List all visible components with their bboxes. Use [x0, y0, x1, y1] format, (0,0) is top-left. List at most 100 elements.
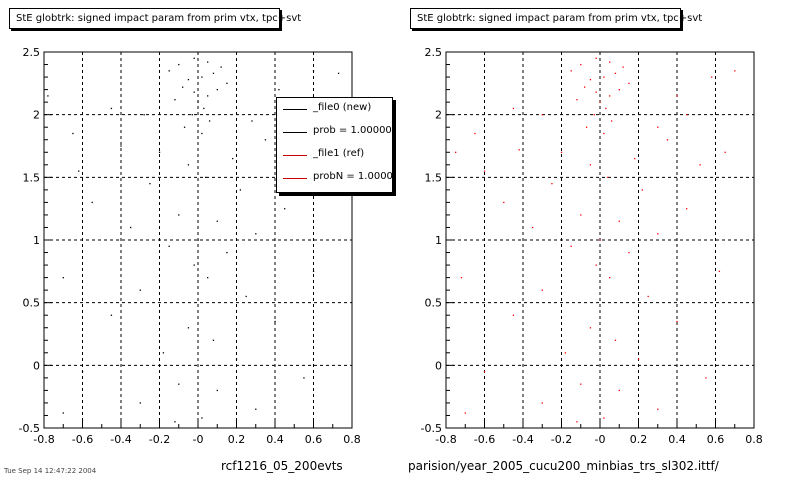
data-point [191, 114, 193, 116]
data-point [158, 151, 161, 153]
legend-line-file0 [283, 109, 307, 110]
legend-label-prob: prob = 1.000000 [313, 125, 393, 136]
data-point [193, 57, 195, 59]
legend-label-file1: _file1 (ref) [313, 148, 365, 159]
data-point [595, 57, 597, 59]
data-point [580, 383, 582, 385]
x-tick-label: 0.4 [668, 433, 686, 446]
data-point [226, 251, 228, 254]
data-point [512, 314, 515, 316]
data-point [178, 214, 180, 216]
y-tick-label: 1 [435, 234, 442, 247]
x-tick-label: 0.8 [343, 433, 361, 446]
data-point [570, 245, 572, 247]
data-point [174, 99, 176, 101]
data-point [599, 239, 601, 241]
date-stamp: Tue Sep 14 12:47:22 2004 [4, 467, 97, 475]
y-tick-label: -0.5 [421, 422, 442, 435]
data-point [168, 245, 170, 247]
y-tick-label: 1.5 [23, 171, 41, 184]
data-point [284, 208, 286, 210]
data-point [212, 339, 215, 341]
data-point [474, 132, 476, 135]
data-point [174, 421, 176, 423]
data-point [274, 320, 276, 323]
data-point [622, 66, 624, 68]
data-point [203, 107, 205, 110]
data-point [278, 89, 280, 91]
data-point [81, 371, 84, 373]
data-point [312, 70, 315, 72]
data-point [628, 82, 630, 85]
data-point [657, 126, 659, 128]
legend-line-file1 [283, 155, 307, 156]
data-point [686, 208, 688, 210]
data-point [503, 201, 505, 204]
y-tick-label: 1.5 [425, 171, 443, 184]
data-point [193, 91, 195, 93]
data-point [143, 114, 145, 116]
data-point [483, 170, 486, 172]
data-point [585, 126, 588, 128]
data-point [216, 220, 218, 222]
data-point [686, 114, 688, 116]
x-tick-label: -0.4 [512, 433, 533, 446]
legend-label-probn: probN = 1.000000 [313, 171, 393, 182]
legend-entry-prob: prob = 1.000000 [277, 121, 393, 143]
data-point [245, 295, 247, 298]
data-point [609, 61, 611, 63]
y-tick-label: 0.5 [425, 297, 443, 310]
data-point [541, 402, 543, 404]
data-point [62, 412, 64, 414]
data-point [197, 101, 199, 103]
x-tick-label: 0.2 [630, 433, 648, 446]
data-point [47, 95, 49, 97]
data-point [139, 289, 141, 291]
data-point [584, 86, 586, 88]
legend: _file0 (new) prob = 1.000000 _file1 (ref… [276, 97, 393, 193]
data-point [178, 383, 180, 385]
data-point [178, 63, 180, 66]
data-point [603, 417, 605, 419]
data-point [168, 70, 170, 72]
data-point [618, 389, 620, 392]
data-point [226, 82, 228, 85]
data-point [193, 264, 195, 266]
data-point [201, 132, 203, 135]
data-point [312, 270, 315, 273]
data-point [212, 72, 215, 75]
data-point [711, 76, 713, 78]
legend-entry-file0: _file0 (new) [277, 98, 392, 120]
y-tick-label: 0.5 [23, 297, 41, 310]
x-tick-label: 0.6 [707, 433, 725, 446]
x-tick-label: -0.8 [33, 433, 54, 446]
right-footer-label: parision/year_2005_cucu200_minbias_trs_s… [408, 459, 719, 473]
data-point [589, 164, 592, 166]
x-tick-label: -0.2 [551, 433, 572, 446]
data-point [551, 183, 553, 185]
right-plot-title: StE globtrk: signed impact param from pr… [410, 8, 702, 29]
data-point [208, 120, 211, 122]
data-point [207, 61, 209, 63]
data-point [614, 339, 617, 341]
data-point [628, 251, 630, 254]
y-tick-label: -0.5 [19, 422, 40, 435]
data-point [603, 76, 605, 78]
data-point [239, 189, 242, 191]
data-point [576, 421, 578, 423]
data-point [110, 107, 113, 110]
data-point [541, 289, 543, 291]
data-point [518, 149, 520, 151]
data-point [264, 139, 267, 141]
data-point [589, 78, 592, 81]
data-point [610, 120, 613, 122]
data-point [149, 183, 151, 185]
data-point [78, 170, 80, 172]
data-point [207, 95, 209, 97]
data-point [676, 95, 678, 97]
data-point [255, 408, 257, 410]
x-tick-label: 0.6 [305, 433, 323, 446]
data-point [734, 70, 736, 72]
data-point [235, 358, 238, 360]
y-tick-label: 0 [33, 359, 40, 372]
